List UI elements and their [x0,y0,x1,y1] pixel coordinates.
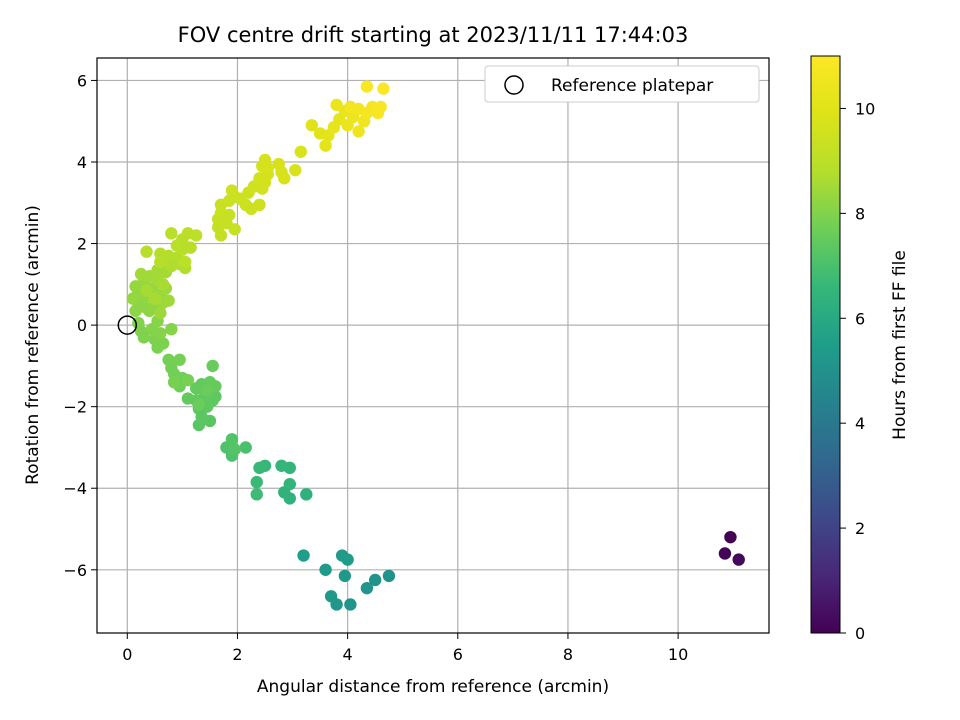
data-point [181,392,195,405]
data-point [162,294,175,307]
colorbar: 0 2 4 6 8 10 Hours from first FF file [810,55,910,643]
data-point [294,145,308,158]
data-point [173,353,186,366]
colorbar-ticks: 0 2 4 6 8 10 [840,99,875,643]
y-axis-label: Rotation from reference (arcmin) [23,205,43,485]
data-point [250,488,263,501]
data-point [170,239,184,252]
colorbar-tick-label: 6 [855,309,865,328]
data-point [225,433,239,446]
data-point [718,547,732,560]
data-point [154,306,167,320]
colorbar-tick-label: 4 [855,414,865,433]
data-point [338,569,352,583]
data-point [324,590,338,603]
data-point [181,373,195,387]
y-tick-label: 4 [77,153,87,172]
data-point [344,598,357,611]
y-tick-label: 2 [77,235,87,254]
data-point [253,461,266,475]
data-point [148,292,162,305]
y-tick-label: −6 [63,561,87,580]
grid-lines [97,58,769,633]
x-axis-ticks: 0 2 4 6 8 10 [122,633,688,664]
data-point [250,475,263,489]
data-point [300,488,313,501]
legend-label: Reference platepar [551,76,713,96]
data-point [200,384,214,397]
data-point [341,553,354,566]
data-point [297,549,310,562]
data-point [184,241,197,254]
colorbar-tick-label: 0 [855,624,865,643]
data-point [319,563,332,576]
reference-platepar-marker [117,315,138,335]
data-point [352,125,365,138]
data-point [305,119,319,132]
chart-title: FOV centre drift starting at 2023/11/11 … [178,23,689,47]
data-point [382,569,396,583]
data-point [162,353,175,366]
data-point [189,229,203,242]
data-point [165,322,178,336]
data-point [154,255,167,269]
data-point [377,82,390,95]
data-point [360,581,374,595]
x-tick-label: 4 [343,645,353,664]
y-tick-label: 0 [77,316,87,335]
data-points [126,80,745,611]
data-point [126,292,140,305]
data-point [319,139,332,152]
data-point [724,530,737,544]
data-point [261,161,274,175]
colorbar-tick-label: 10 [855,99,875,118]
data-point [289,163,302,177]
data-point [275,459,288,473]
data-point [330,98,343,112]
data-point [178,255,192,269]
colorbar-label: Hours from first FF file [890,250,910,440]
plot-frame [96,57,770,634]
y-axis-ticks: −6 −4 −2 0 2 4 6 [63,71,97,580]
data-point [239,441,252,454]
x-tick-label: 0 [122,645,132,664]
data-point [278,172,291,185]
colorbar-tick-label: 8 [855,204,865,223]
legend: Reference platepar [484,65,760,103]
data-point [228,223,241,236]
x-tick-label: 8 [563,645,573,664]
data-point [206,359,219,373]
x-tick-label: 2 [232,645,242,664]
colorbar-tick-label: 2 [855,519,865,538]
data-point [272,157,285,171]
y-tick-label: 6 [77,71,87,90]
data-point [140,284,153,297]
legend-box [484,65,760,103]
y-tick-label: −2 [63,398,87,417]
data-point [167,376,181,389]
data-point [732,553,745,566]
data-point [283,477,296,491]
data-point [225,184,239,197]
data-point [154,327,167,340]
data-point [360,80,374,93]
data-point [165,227,178,240]
data-point [368,573,382,587]
x-axis-label: Angular distance from reference (arcmin) [257,677,609,697]
data-point [156,278,170,291]
data-point [192,398,206,411]
x-tick-label: 6 [453,645,463,664]
data-point [140,245,153,258]
y-tick-label: −4 [63,479,87,498]
x-tick-label: 10 [668,645,688,664]
data-point [253,198,266,212]
data-point [371,106,385,120]
data-point [228,443,241,456]
colorbar-gradient [810,55,841,634]
legend-marker [504,75,524,95]
